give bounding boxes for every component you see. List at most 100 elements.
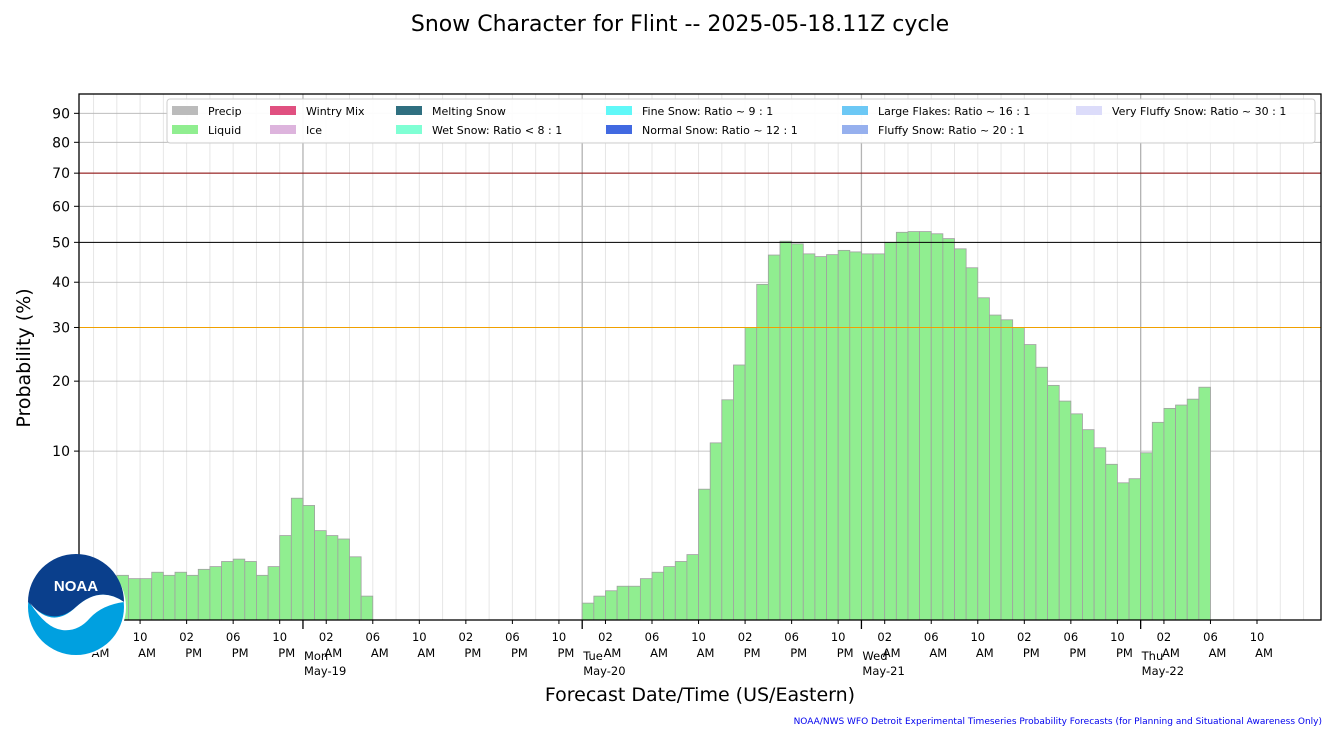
bar (895, 231, 909, 621)
bar (1140, 452, 1153, 621)
x-tick-time: 06 (645, 630, 660, 644)
legend-label: Fluffy Snow: Ratio ~ 20 : 1 (878, 124, 1024, 137)
bar (744, 327, 758, 621)
bar (221, 561, 234, 621)
x-tick-time: 02 (598, 630, 613, 644)
x-tick-time: 02 (1017, 630, 1032, 644)
bar (605, 590, 618, 621)
bar (174, 571, 188, 621)
day-weekday: Wed (862, 649, 887, 663)
bar (1035, 366, 1048, 621)
bar (209, 566, 222, 621)
chart-title: Snow Character for Flint -- 2025-05-18.1… (410, 12, 950, 37)
x-tick-time: 02 (1157, 630, 1172, 644)
y-tick-label: 50 (52, 235, 70, 251)
bar (674, 561, 688, 621)
x-tick-time: 10 (412, 630, 427, 644)
x-tick-time: 10 (1110, 630, 1125, 644)
bar (639, 578, 653, 621)
legend-label: Very Fluffy Snow: Ratio ~ 30 : 1 (1112, 105, 1286, 118)
day-date: May-21 (862, 664, 904, 678)
bar (197, 568, 211, 621)
bar (802, 253, 816, 621)
x-tick-ampm: AM (604, 646, 622, 660)
bar (1128, 478, 1142, 621)
x-tick-ampm: AM (324, 646, 342, 660)
x-tick-time: 06 (924, 630, 939, 644)
bar (756, 283, 769, 621)
x-tick-time: 06 (784, 630, 799, 644)
x-tick-time: 10 (691, 630, 706, 644)
x-tick-time: 06 (1064, 630, 1079, 644)
legend-label: Melting Snow (432, 105, 506, 118)
x-tick-time: 10 (831, 630, 846, 644)
bar (232, 558, 246, 621)
x-tick-time: 02 (319, 630, 334, 644)
legend-swatch (172, 106, 198, 115)
x-tick-ampm: PM (790, 646, 807, 660)
x-tick-ampm: AM (883, 646, 901, 660)
plot-frame (78, 93, 1322, 621)
bar (826, 254, 839, 621)
y-tick-label: 30 (52, 320, 70, 336)
bar (698, 488, 711, 621)
bar (989, 314, 1002, 621)
legend-swatch (270, 106, 296, 115)
x-tick-time: 06 (226, 630, 241, 644)
bar (767, 254, 781, 621)
bar (1023, 344, 1037, 621)
bar (325, 535, 339, 621)
x-tick-ampm: AM (371, 646, 389, 660)
bar (267, 566, 281, 621)
x-tick-ampm: AM (138, 646, 156, 660)
bar (1151, 421, 1165, 621)
bar (837, 249, 851, 621)
x-tick-ampm: AM (1255, 646, 1273, 660)
x-tick-ampm: PM (278, 646, 295, 660)
legend-swatch (842, 125, 868, 134)
bar (1175, 404, 1188, 621)
bar (651, 571, 665, 621)
bar (814, 256, 827, 621)
x-tick-time: 10 (133, 630, 148, 644)
bar (290, 497, 304, 621)
day-date: May-22 (1142, 664, 1184, 678)
legend-swatch (842, 106, 868, 115)
bars-layer (93, 231, 1211, 621)
legend-swatch (606, 106, 632, 115)
legend-swatch (172, 125, 198, 134)
legend-label: Ice (306, 124, 322, 137)
bar (162, 574, 176, 621)
bar (954, 248, 967, 621)
bar (244, 561, 257, 621)
x-tick-ampm: AM (417, 646, 435, 660)
bar (849, 251, 862, 621)
bar (337, 538, 350, 621)
bar (1082, 429, 1095, 621)
bar (151, 571, 164, 621)
bar (942, 238, 955, 621)
bar (1047, 384, 1060, 621)
y-axis-label: Probability (%) (13, 288, 35, 428)
bar (302, 505, 316, 621)
x-tick-time: 10 (1250, 630, 1265, 644)
legend: Precip Liquid Wintry Mix Ice Melting Snow Wet… (166, 98, 1316, 144)
x-tick-ampm: PM (232, 646, 249, 660)
x-axis-ticks: 06 AM 10 AM 02 PM 06 PM 10 PM 02 AM 06 AM 10 AM 02 PM 06 PM… (86, 620, 1273, 678)
x-tick-time: 10 (970, 630, 985, 644)
x-tick-time: 02 (459, 630, 474, 644)
day-weekday: Mon (304, 649, 328, 663)
bar (907, 231, 921, 621)
bar (965, 267, 979, 621)
bar (1058, 400, 1072, 621)
legend-box (166, 98, 1316, 144)
bar (581, 602, 595, 621)
logo-text: NOAA (54, 578, 98, 595)
y-tick-label: 20 (52, 374, 70, 390)
x-tick-time: 06 (1203, 630, 1218, 644)
legend-label: Large Flakes: Ratio ~ 16 : 1 (878, 105, 1030, 118)
y-tick-label: 60 (52, 199, 70, 215)
x-tick-ampm: AM (976, 646, 994, 660)
x-tick-ampm: PM (558, 646, 575, 660)
